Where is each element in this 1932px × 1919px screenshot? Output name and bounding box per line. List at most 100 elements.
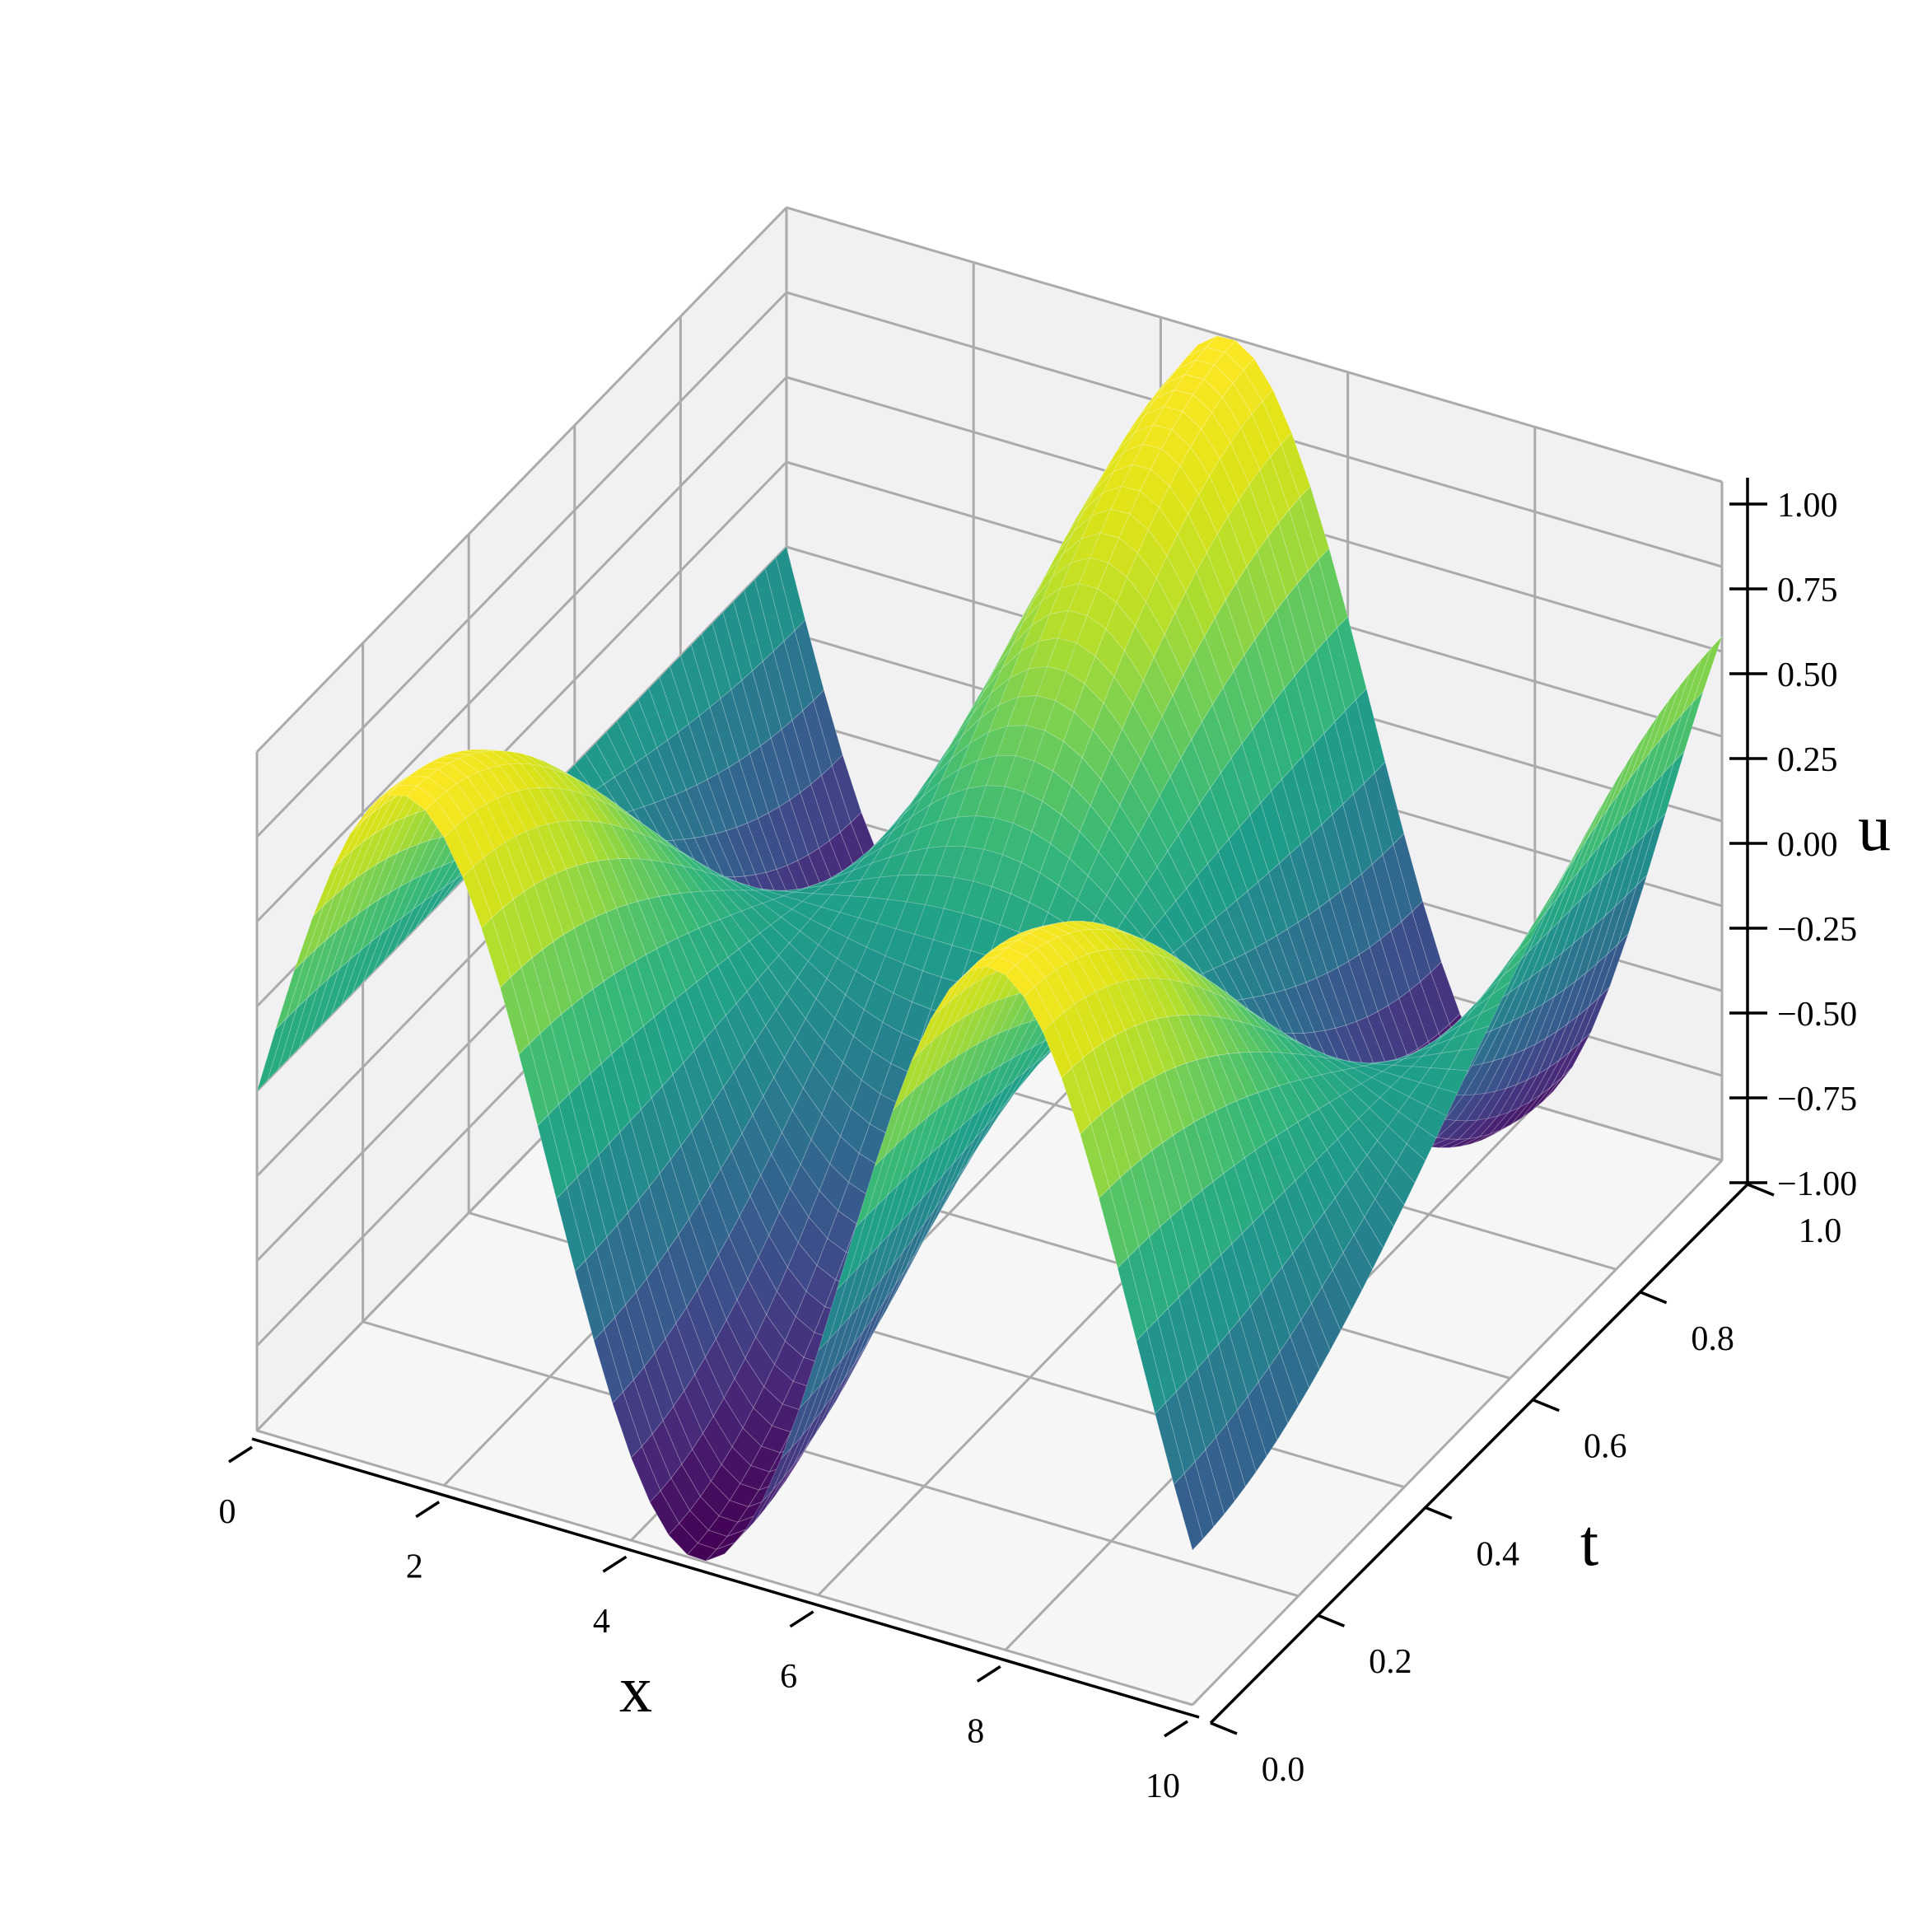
surface-facet xyxy=(1087,852,1118,896)
surface-facet xyxy=(688,927,718,974)
x-axis-tick xyxy=(415,1501,441,1519)
surface-facet xyxy=(1175,888,1206,936)
surface-facet xyxy=(698,923,729,966)
surface-facet xyxy=(725,1003,756,1058)
surface-facet xyxy=(739,753,769,819)
surface-facet xyxy=(736,1278,767,1338)
surface-facet xyxy=(690,633,721,708)
surface-facet xyxy=(602,801,633,831)
surface-facet xyxy=(1158,485,1189,535)
surface-facet xyxy=(566,865,596,923)
surface-facet xyxy=(1618,730,1649,795)
t-axis-tick-label: 0.8 xyxy=(1691,1320,1734,1358)
surface-facet xyxy=(534,878,564,942)
surface-facet xyxy=(1160,1216,1190,1298)
surface-facet xyxy=(685,982,716,1040)
surface-facet xyxy=(707,964,737,1016)
surface-facet xyxy=(550,1014,581,1095)
surface-facet xyxy=(573,777,604,802)
surface-facet xyxy=(625,1291,656,1367)
surface-facet xyxy=(499,763,530,791)
surface-facet xyxy=(1090,928,1120,950)
x-axis-line xyxy=(251,1437,1200,1719)
surface-facet xyxy=(717,767,748,828)
surface-facet xyxy=(694,1356,725,1417)
surface-facet xyxy=(1544,855,1575,907)
surface-facet xyxy=(1247,1381,1278,1457)
surface-facet xyxy=(666,937,698,992)
x-axis-tick-label: 2 xyxy=(406,1548,423,1586)
x-axis-tick xyxy=(976,1665,1001,1683)
surface-facet xyxy=(733,590,763,671)
x-axis-tick xyxy=(1164,1720,1188,1738)
surface-facet xyxy=(446,782,477,819)
surface-facet xyxy=(618,858,649,902)
surface-facet xyxy=(1316,1149,1346,1198)
surface-facet xyxy=(1173,1473,1204,1551)
surface-facet xyxy=(627,698,658,756)
gridline xyxy=(362,1320,1300,1598)
surface-facet xyxy=(616,709,647,763)
surface-facet xyxy=(1113,650,1144,705)
surface-facet xyxy=(678,1218,708,1291)
surface-facet xyxy=(1268,862,1299,930)
surface-facet xyxy=(648,677,679,740)
surface-facet xyxy=(597,859,628,908)
surface-facet xyxy=(1692,636,1723,703)
surface-facet xyxy=(1329,891,1360,962)
surface-facet xyxy=(1255,941,1286,993)
surface-facet xyxy=(734,1357,764,1408)
surface-facet xyxy=(1180,739,1211,804)
t-axis-tick-label: 0.2 xyxy=(1369,1643,1412,1681)
t-axis-tick xyxy=(1425,1506,1453,1520)
surface-facet xyxy=(475,803,506,850)
surface-facet xyxy=(1183,655,1213,722)
surface-facet xyxy=(505,836,535,892)
surface-facet xyxy=(1316,972,1346,1029)
surface-facet xyxy=(1150,448,1181,487)
surface-facet xyxy=(608,858,638,905)
surface-facet xyxy=(1129,948,1160,979)
surface-facet xyxy=(1241,1021,1272,1053)
t-axis-tick-label: 0.4 xyxy=(1477,1535,1520,1573)
surface-facet xyxy=(1085,991,1115,1043)
surface-facet xyxy=(789,1164,820,1217)
surface-facet xyxy=(623,1379,653,1447)
surface-facet xyxy=(813,689,843,766)
gridline xyxy=(786,206,1723,483)
surface-facet xyxy=(587,1154,618,1238)
surface-facet xyxy=(1217,838,1248,901)
surface-facet xyxy=(616,903,646,961)
surface-facet xyxy=(656,1249,688,1324)
u-axis-tick-label: 1.00 xyxy=(1777,487,1838,525)
surface-facet xyxy=(1327,967,1357,1025)
surface-facet xyxy=(1079,929,1109,952)
surface-facet xyxy=(1249,802,1280,873)
surface-facet xyxy=(791,1087,823,1141)
surface-facet xyxy=(634,818,665,844)
surface-facet xyxy=(435,791,466,828)
surface-facet xyxy=(1140,469,1170,508)
surface-facet xyxy=(1129,490,1160,530)
surface-facet xyxy=(1267,1085,1299,1129)
x-axis-tick xyxy=(789,1610,814,1628)
surface-facet xyxy=(585,742,615,785)
surface-facet xyxy=(698,707,730,774)
surface-facet xyxy=(590,1063,621,1144)
surface-facet xyxy=(589,820,620,860)
surface-facet xyxy=(783,630,814,712)
surface-facet xyxy=(752,661,782,739)
surface-facet xyxy=(1121,931,1152,954)
surface-facet xyxy=(651,1420,683,1479)
surface-facet xyxy=(692,1432,722,1482)
x-axis-tick-label: 6 xyxy=(780,1658,797,1696)
surface-facet xyxy=(1148,795,1179,852)
t-axis-tick xyxy=(1317,1613,1346,1627)
surface-facet xyxy=(530,763,562,789)
t-axis-tick xyxy=(1747,1183,1775,1197)
surface-facet xyxy=(686,1290,716,1358)
x-axis-tick-label: 10 xyxy=(1146,1767,1180,1805)
surface-facet xyxy=(1084,656,1115,703)
surface-facet xyxy=(623,812,654,839)
surface-facet xyxy=(773,1058,804,1111)
